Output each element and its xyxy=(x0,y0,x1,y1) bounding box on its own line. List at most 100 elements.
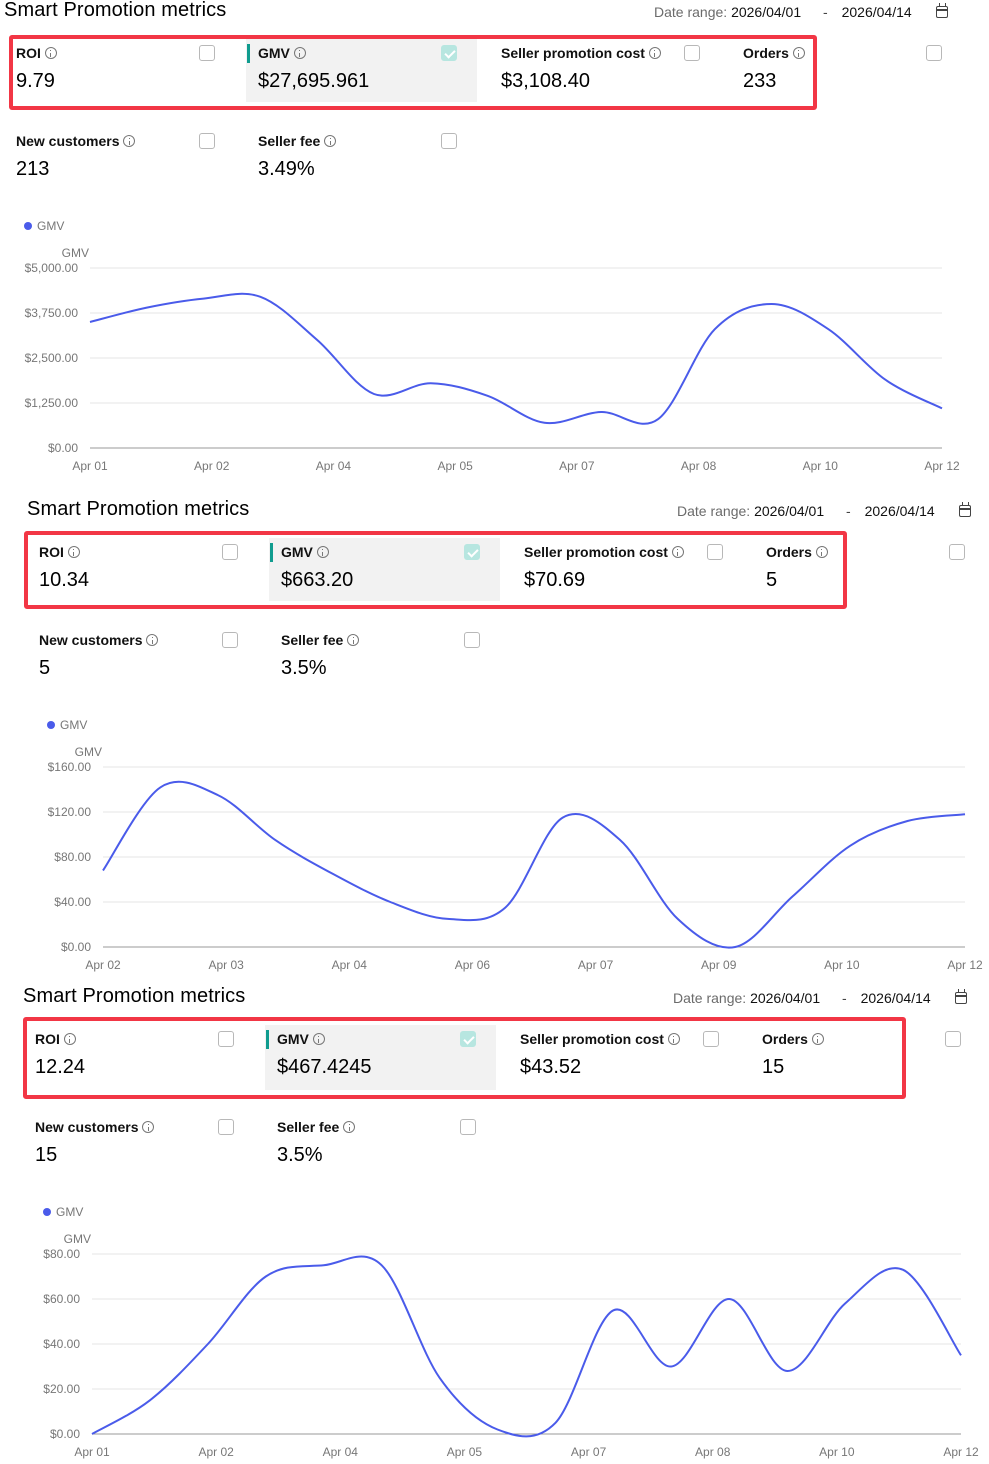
y-tick-label: $0.00 xyxy=(48,441,78,455)
orders-checkbox[interactable] xyxy=(926,45,942,61)
orders-label: Orders xyxy=(743,45,805,61)
page-title: Smart Promotion metrics xyxy=(27,498,250,520)
info-icon[interactable] xyxy=(792,47,805,59)
seller-promotion-cost-label: Seller promotion cost xyxy=(501,45,661,61)
gmv-value: $27,695.961 xyxy=(258,70,370,92)
new-customers-label-text: New customers xyxy=(35,1119,139,1135)
seller-fee-value: 3.49% xyxy=(258,158,315,180)
orders-value: 5 xyxy=(766,569,778,591)
info-icon[interactable] xyxy=(671,546,684,558)
info-icon[interactable] xyxy=(316,546,329,558)
roi-checkbox[interactable] xyxy=(218,1031,234,1047)
info-icon[interactable] xyxy=(324,135,337,147)
orders-value: 233 xyxy=(743,70,777,92)
y-tick-label: $160.00 xyxy=(48,760,92,774)
info-icon[interactable] xyxy=(293,47,306,59)
x-tick-label: Apr 02 xyxy=(194,459,230,473)
roi-label-text: ROI xyxy=(39,544,64,560)
info-icon[interactable] xyxy=(142,1121,155,1133)
gmv-value: $663.20 xyxy=(281,569,354,591)
page-title: Smart Promotion metrics xyxy=(4,0,227,21)
info-icon[interactable] xyxy=(312,1033,325,1045)
date-range-end[interactable]: 2026/04/14 xyxy=(841,4,912,20)
new-customers-value: 15 xyxy=(35,1144,58,1166)
seller-fee-checkbox[interactable] xyxy=(441,133,457,149)
gmv-card-background xyxy=(246,39,477,102)
seller-fee-label: Seller fee xyxy=(258,133,337,149)
date-range[interactable]: Date range: 2026/04/01 - 2026/04/14 xyxy=(654,4,912,20)
calendar-icon[interactable] xyxy=(936,3,948,18)
page-title: Smart Promotion metrics xyxy=(23,985,246,1007)
y-axis-title: GMV xyxy=(75,745,102,759)
legend-dot xyxy=(24,222,32,230)
roi-checkbox[interactable] xyxy=(222,544,238,560)
roi-checkbox[interactable] xyxy=(199,45,215,61)
y-tick-label: $1,250.00 xyxy=(25,396,79,410)
date-range-start[interactable]: 2026/04/01 xyxy=(731,4,802,20)
chart-legend[interactable]: GMV xyxy=(43,1205,83,1219)
info-icon[interactable] xyxy=(815,546,828,558)
gmv-accent-bar xyxy=(266,1030,269,1049)
date-range-separator: - xyxy=(846,503,851,519)
new-customers-checkbox[interactable] xyxy=(222,632,238,648)
roi-value: 10.34 xyxy=(39,569,90,591)
series-line-gmv xyxy=(89,292,943,425)
x-tick-label: Apr 07 xyxy=(559,459,595,473)
info-icon[interactable] xyxy=(648,47,661,59)
info-icon[interactable] xyxy=(146,634,159,646)
gmv-checkbox[interactable] xyxy=(460,1031,476,1047)
orders-label: Orders xyxy=(766,544,828,560)
orders-checkbox[interactable] xyxy=(949,544,965,560)
seller-fee-label: Seller fee xyxy=(277,1119,356,1135)
y-tick-label: $120.00 xyxy=(48,805,92,819)
seller-promotion-cost-label-text: Seller promotion cost xyxy=(524,544,668,560)
calendar-icon[interactable] xyxy=(955,989,967,1004)
roi-label-text: ROI xyxy=(16,45,41,61)
y-tick-label: $5,000.00 xyxy=(25,261,79,275)
chart-legend[interactable]: GMV xyxy=(47,718,87,732)
info-icon[interactable] xyxy=(667,1033,680,1045)
new-customers-checkbox[interactable] xyxy=(218,1119,234,1135)
date-range-start[interactable]: 2026/04/01 xyxy=(754,503,825,519)
seller-promotion-cost-checkbox[interactable] xyxy=(707,544,723,560)
date-range-end[interactable]: 2026/04/14 xyxy=(864,503,935,519)
info-icon[interactable] xyxy=(63,1033,76,1045)
seller-promotion-cost-checkbox[interactable] xyxy=(684,45,700,61)
date-range[interactable]: Date range: 2026/04/01 - 2026/04/14 xyxy=(677,503,935,519)
calendar-icon[interactable] xyxy=(959,502,971,517)
info-icon[interactable] xyxy=(123,135,136,147)
gmv-checkbox[interactable] xyxy=(464,544,480,560)
seller-promotion-cost-label: Seller promotion cost xyxy=(520,1031,680,1047)
chart-legend[interactable]: GMV xyxy=(24,219,64,233)
seller-fee-value: 3.5% xyxy=(277,1144,323,1166)
date-range-end[interactable]: 2026/04/14 xyxy=(860,990,931,1006)
orders-checkbox[interactable] xyxy=(945,1031,961,1047)
highlight-box xyxy=(24,531,847,609)
seller-promotion-cost-label-text: Seller promotion cost xyxy=(520,1031,664,1047)
x-tick-label: Apr 10 xyxy=(824,958,860,972)
info-icon[interactable] xyxy=(811,1033,824,1045)
roi-value: 12.24 xyxy=(35,1056,86,1078)
gmv-checkbox[interactable] xyxy=(441,45,457,61)
seller-fee-checkbox[interactable] xyxy=(460,1119,476,1135)
date-range-separator: - xyxy=(823,4,828,20)
series-line-gmv xyxy=(91,1255,962,1438)
info-icon[interactable] xyxy=(343,1121,356,1133)
seller-fee-checkbox[interactable] xyxy=(464,632,480,648)
gmv-accent-bar xyxy=(247,44,250,63)
date-range-start[interactable]: 2026/04/01 xyxy=(750,990,821,1006)
new-customers-label: New customers xyxy=(35,1119,155,1135)
metrics-panel-1: Smart Promotion metrics Date range: 2026… xyxy=(0,0,989,490)
legend-label: GMV xyxy=(37,219,65,233)
info-icon[interactable] xyxy=(44,47,57,59)
seller-promotion-cost-checkbox[interactable] xyxy=(703,1031,719,1047)
info-icon[interactable] xyxy=(67,546,80,558)
roi-value: 9.79 xyxy=(16,70,55,92)
x-tick-label: Apr 07 xyxy=(571,1445,607,1459)
gmv-label-text: GMV xyxy=(281,544,313,560)
info-icon[interactable] xyxy=(347,634,360,646)
date-range[interactable]: Date range: 2026/04/01 - 2026/04/14 xyxy=(673,990,931,1006)
new-customers-label-text: New customers xyxy=(16,133,120,149)
new-customers-checkbox[interactable] xyxy=(199,133,215,149)
x-tick-label: Apr 04 xyxy=(316,459,352,473)
